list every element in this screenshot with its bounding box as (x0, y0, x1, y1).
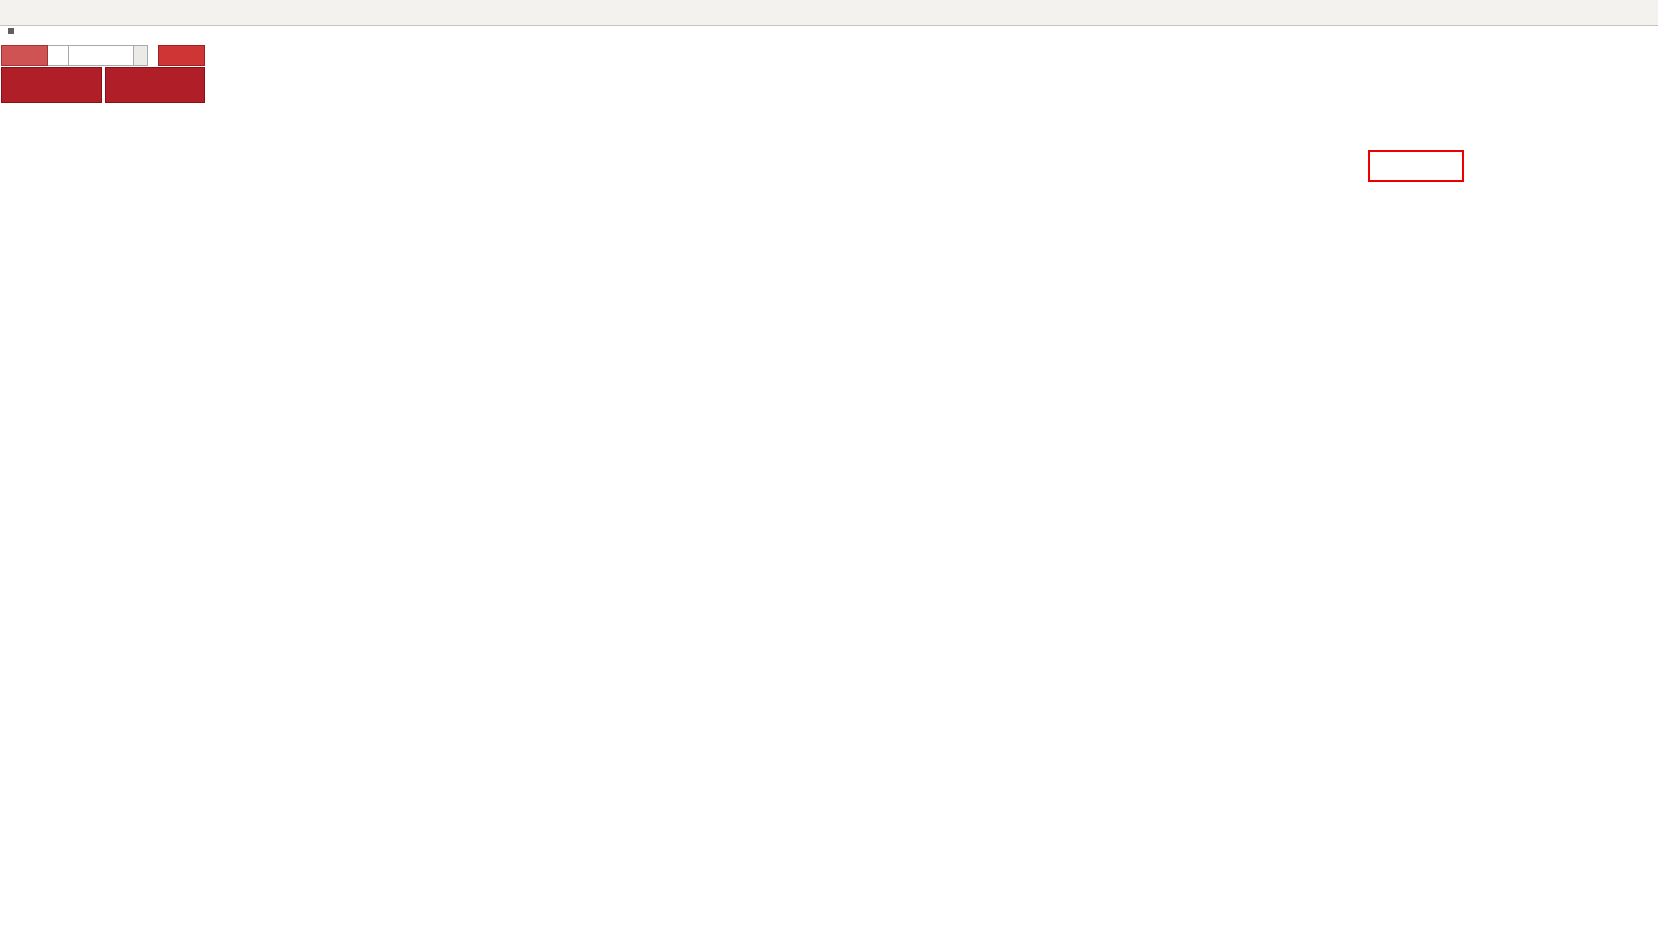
volume-increase-button[interactable] (134, 46, 147, 56)
buy-button[interactable] (158, 45, 205, 66)
volume-stepper (134, 45, 148, 66)
symbol-marker-icon (8, 28, 14, 34)
time-axis[interactable] (0, 899, 1658, 921)
rsi-label (6, 714, 10, 726)
trade-panel-top-row (1, 45, 205, 66)
toolbar (0, 0, 1658, 26)
buy-price-button[interactable] (104, 67, 205, 103)
chart-ohlc-header (8, 28, 26, 34)
volume-preset-dropdown[interactable] (48, 45, 69, 66)
volume-input[interactable] (69, 45, 134, 66)
volume-decrease-button[interactable] (134, 55, 147, 65)
price-axis[interactable] (1520, 0, 1658, 949)
price-callout-box (1368, 150, 1464, 182)
trade-panel-price-row (1, 67, 205, 103)
one-click-trading-panel (1, 45, 205, 103)
sell-button[interactable] (1, 45, 48, 66)
macd-label (6, 561, 14, 573)
sell-price-button[interactable] (1, 67, 102, 103)
